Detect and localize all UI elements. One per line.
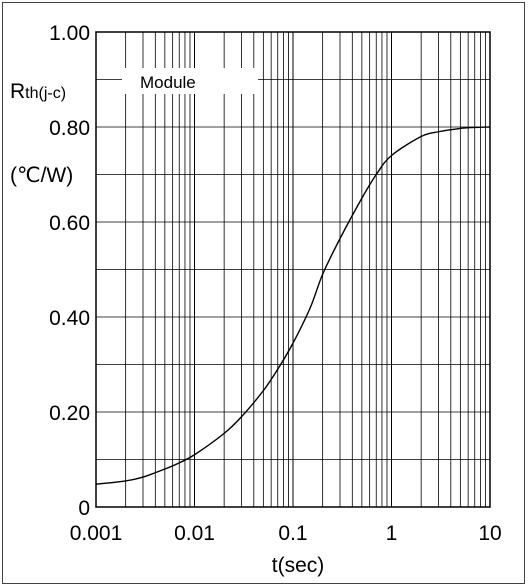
legend-label: Module: [140, 73, 196, 92]
y-axis-label-main: R: [10, 80, 25, 103]
chart-frame: [2, 2, 525, 584]
y-tick-label: 0: [78, 497, 90, 520]
y-tick-label: 0.20: [49, 402, 90, 425]
y-axis-label-subscript: th(j-c): [25, 85, 66, 102]
y-axis-label-line2: (℃/W): [10, 164, 73, 187]
y-axis-label-line1: Rth(j-c): [10, 80, 66, 103]
y-tick-label: 1.00: [49, 22, 90, 45]
x-axis-label: t(sec): [272, 554, 325, 577]
legend-background: [122, 68, 258, 94]
x-tick-label: 0.001: [70, 522, 123, 545]
x-tick-label: 0.1: [278, 522, 307, 545]
y-tick-label: 0.60: [49, 212, 90, 235]
x-tick-label: 10: [478, 522, 501, 545]
x-tick-labels: 0.001 0.01 0.1 1 10: [70, 522, 502, 545]
x-tick-label: 1: [386, 522, 398, 545]
grid: [96, 32, 490, 507]
y-tick-labels: 0 0.20 0.40 0.60 0.80 1.00: [49, 22, 90, 520]
y-tick-label: 0.40: [49, 307, 90, 330]
plot-border: [95, 31, 491, 508]
y-tick-label: 0.80: [49, 117, 90, 140]
x-tick-label: 0.01: [174, 522, 215, 545]
series-line-module: [95, 126, 491, 485]
